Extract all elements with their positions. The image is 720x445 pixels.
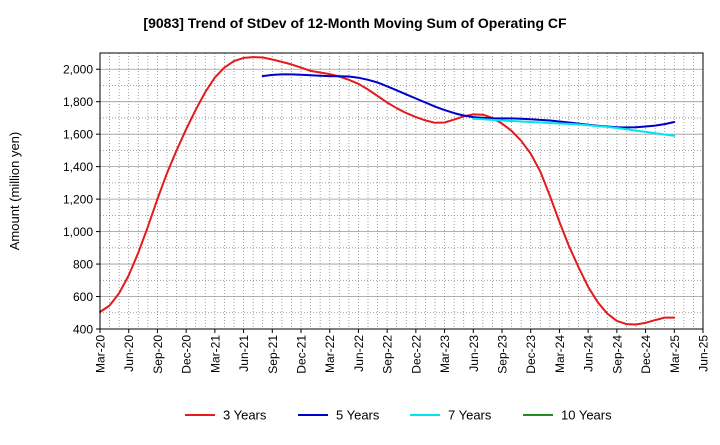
x-tick-label: Sep-21 bbox=[266, 335, 280, 374]
x-tick-label: Jun-20 bbox=[122, 335, 136, 372]
y-tick-label: 400 bbox=[73, 323, 93, 337]
legend-label: 10 Years bbox=[561, 408, 612, 423]
x-tick-label: Sep-20 bbox=[151, 335, 165, 374]
x-tick-label: Sep-24 bbox=[610, 335, 624, 374]
x-tick-label: Dec-23 bbox=[524, 335, 538, 374]
y-axis: 400 600 800 1,000 1,200 1,400 1,600 1,800 2,000 bbox=[63, 63, 100, 337]
x-tick-label: Dec-22 bbox=[409, 335, 423, 374]
y-tick-label: 1,200 bbox=[63, 193, 93, 207]
y-tick-label: 600 bbox=[73, 290, 93, 304]
y-tick-label: 1,400 bbox=[63, 160, 93, 174]
y-tick-label: 1,600 bbox=[63, 128, 93, 142]
series-line bbox=[472, 117, 676, 137]
legend-label: 7 Years bbox=[448, 408, 492, 423]
x-tick-label: Jun-21 bbox=[237, 335, 251, 372]
x-tick-label: Jun-25 bbox=[697, 335, 711, 372]
x-tick-label: Dec-20 bbox=[180, 335, 194, 374]
series-line bbox=[99, 56, 676, 326]
x-tick-label: Jun-23 bbox=[467, 335, 481, 372]
x-tick-label: Sep-22 bbox=[381, 335, 395, 374]
x-tick-label: Dec-21 bbox=[295, 335, 309, 374]
legend-label: 3 Years bbox=[223, 408, 267, 423]
x-tick-label: Mar-25 bbox=[668, 335, 682, 373]
chart-title: [9083] Trend of StDev of 12-Month Moving… bbox=[143, 15, 567, 31]
x-tick-label: Mar-23 bbox=[438, 335, 452, 373]
x-tick-label: Mar-20 bbox=[94, 335, 108, 373]
x-tick-label: Mar-21 bbox=[208, 335, 222, 373]
legend-label: 5 Years bbox=[336, 408, 380, 423]
y-tick-label: 2,000 bbox=[63, 63, 93, 77]
y-axis-label: Amount (million yen) bbox=[7, 132, 22, 251]
series-lines bbox=[99, 56, 676, 326]
x-tick-label: Mar-24 bbox=[553, 335, 567, 373]
legend: 3 Years 5 Years 7 Years 10 Years bbox=[185, 408, 612, 423]
x-tick-label: Mar-22 bbox=[323, 335, 337, 373]
plot-border bbox=[99, 52, 704, 330]
x-tick-label: Sep-23 bbox=[496, 335, 510, 374]
x-axis: Mar-20 Jun-20 Sep-20 Dec-20 Mar-21 Jun-21 Sep-… bbox=[94, 329, 711, 374]
x-tick-label: Dec-24 bbox=[639, 335, 653, 374]
y-tick-label: 800 bbox=[73, 258, 93, 272]
x-tick-label: Jun-22 bbox=[352, 335, 366, 372]
y-tick-label: 1,000 bbox=[63, 225, 93, 239]
plot-area bbox=[100, 53, 703, 329]
x-tick-label: Jun-24 bbox=[582, 335, 596, 372]
grid-lines bbox=[100, 53, 703, 330]
y-tick-label: 1,800 bbox=[63, 95, 93, 109]
